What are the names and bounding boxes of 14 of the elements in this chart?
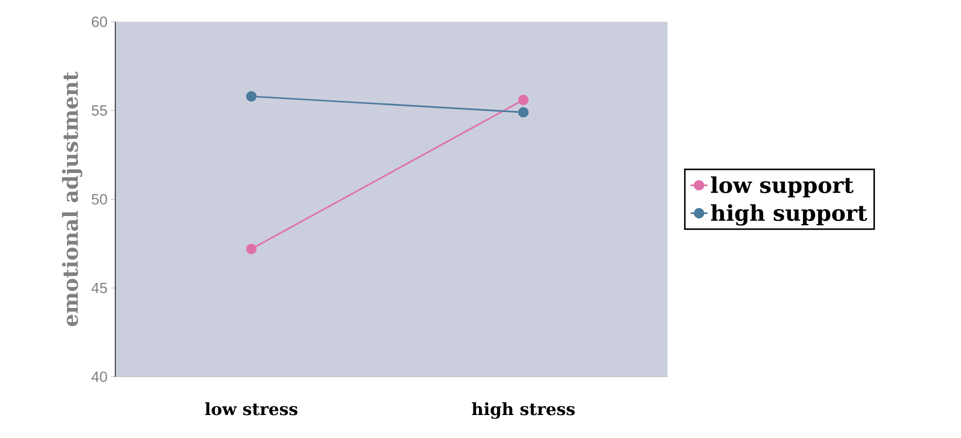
x-tick-label: low stress xyxy=(205,402,298,416)
point xyxy=(246,244,257,254)
x-tick-label: high stress xyxy=(472,402,575,419)
point xyxy=(246,91,257,102)
point xyxy=(518,106,529,118)
y-tick-label: 45 xyxy=(91,282,107,294)
y-tick-label: 50 xyxy=(92,194,108,204)
y-tick-label: 40 xyxy=(91,371,108,382)
legend-label: high support xyxy=(710,204,868,226)
y-tick-label: 55 xyxy=(92,105,107,116)
y-tick-label: 60 xyxy=(92,16,108,27)
y-axis-title: emotional adjustment xyxy=(62,72,82,326)
legend-label: low support xyxy=(710,176,854,198)
point xyxy=(518,94,529,106)
